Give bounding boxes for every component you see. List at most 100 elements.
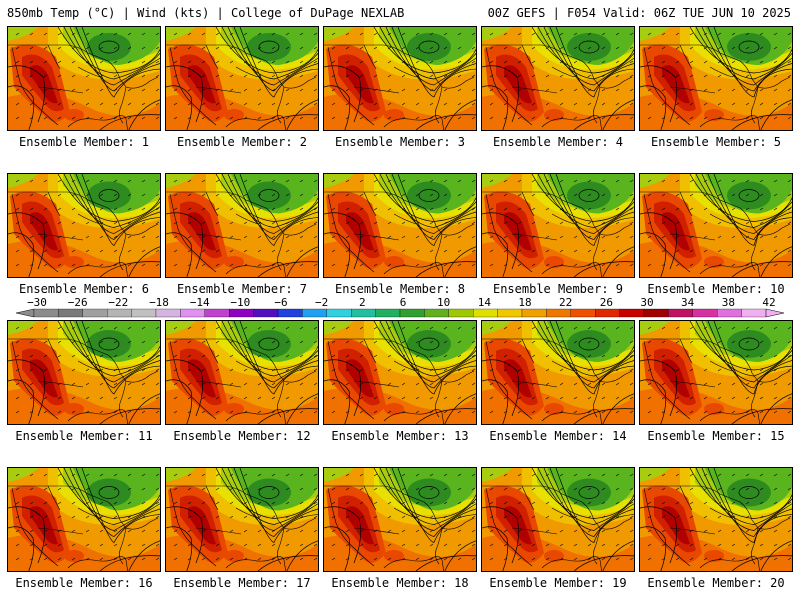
temperature-map — [8, 321, 160, 424]
colorbar-swatch — [692, 308, 718, 318]
temperature-map — [8, 174, 160, 277]
temperature-map — [166, 321, 318, 424]
ensemble-member-panel — [639, 467, 793, 572]
ensemble-member-panel — [481, 26, 635, 131]
ensemble-member-label: Ensemble Member: 16 — [15, 576, 153, 590]
colorbar-swatch — [668, 308, 693, 318]
colorbar-tick-label: −30 — [27, 296, 47, 309]
colorbar-tick-label: 26 — [600, 296, 613, 309]
ensemble-member-panel — [639, 320, 793, 425]
colorbar-tick-label: −6 — [274, 296, 287, 309]
ensemble-member-panel — [7, 320, 161, 425]
chart-title: 850mb Temp (°C) | Wind (kts) | College o… — [7, 6, 405, 20]
colorbar-swatch — [58, 308, 83, 318]
ensemble-member-panel — [323, 467, 477, 572]
ensemble-member-label: Ensemble Member: 3 — [334, 135, 466, 149]
colorbar-tick-label: 14 — [478, 296, 492, 309]
colorbar-swatch — [595, 308, 620, 318]
colorbar-swatch — [131, 308, 157, 318]
ensemble-member-label: Ensemble Member: 8 — [334, 282, 466, 296]
ensemble-member-panel — [165, 26, 319, 131]
temperature-map — [324, 27, 476, 130]
colorbar-swatch — [180, 308, 205, 318]
colorbar-swatch — [473, 308, 498, 318]
colorbar-tick-label: 10 — [437, 296, 450, 309]
ensemble-member-label: Ensemble Member: 6 — [18, 282, 150, 296]
colorbar-swatch — [619, 308, 645, 318]
colorbar-swatch — [277, 308, 303, 318]
colorbar-tick-label: 34 — [681, 296, 695, 309]
colorbar-swatch — [399, 308, 425, 318]
temperature-map — [324, 468, 476, 571]
ensemble-member-label: Ensemble Member: 9 — [492, 282, 624, 296]
colorbar-swatch — [497, 308, 523, 318]
ensemble-member-panel — [165, 467, 319, 572]
colorbar-tick-label: −14 — [190, 296, 210, 309]
ensemble-member-panel — [481, 173, 635, 278]
ensemble-member-panel — [323, 320, 477, 425]
ensemble-member-label: Ensemble Member: 7 — [176, 282, 308, 296]
temperature-map — [482, 321, 634, 424]
ensemble-member-panel — [7, 467, 161, 572]
colorbar-swatch — [204, 308, 230, 318]
ensemble-member-label: Ensemble Member: 4 — [492, 135, 624, 149]
temperature-map — [166, 468, 318, 571]
ensemble-member-label: Ensemble Member: 10 — [647, 282, 785, 296]
ensemble-member-label: Ensemble Member: 19 — [489, 576, 627, 590]
colorbar-tick-label: 30 — [640, 296, 653, 309]
colorbar-tick-label: −10 — [230, 296, 250, 309]
temperature-map — [8, 468, 160, 571]
ensemble-member-label: Ensemble Member: 15 — [647, 429, 785, 443]
temperature-map — [640, 174, 792, 277]
colorbar-swatch — [155, 308, 181, 318]
ensemble-member-label: Ensemble Member: 17 — [173, 576, 311, 590]
ensemble-member-label: Ensemble Member: 1 — [18, 135, 150, 149]
ensemble-member-panel — [165, 320, 319, 425]
colorbar-swatch — [643, 308, 669, 318]
ensemble-member-label: Ensemble Member: 2 — [176, 135, 308, 149]
colorbar-tick-label: 18 — [518, 296, 531, 309]
ensemble-member-panel — [323, 173, 477, 278]
temperature-map — [640, 468, 792, 571]
temperature-map — [482, 174, 634, 277]
ensemble-member-panel — [165, 173, 319, 278]
temperature-map — [166, 27, 318, 130]
colorbar-tick-label: 2 — [359, 296, 366, 309]
ensemble-member-label: Ensemble Member: 12 — [173, 429, 311, 443]
colorbar-swatch — [448, 308, 474, 318]
colorbar-swatch — [424, 308, 449, 318]
temperature-map — [166, 174, 318, 277]
ensemble-member-panel — [481, 320, 635, 425]
ensemble-member-panel — [323, 26, 477, 131]
temperature-map — [640, 321, 792, 424]
colorbar-swatch — [375, 308, 401, 318]
ensemble-member-label: Ensemble Member: 14 — [489, 429, 627, 443]
ensemble-member-label: Ensemble Member: 13 — [331, 429, 469, 443]
colorbar-swatch — [521, 308, 547, 318]
colorbar-swatch — [546, 308, 571, 318]
ensemble-member-label: Ensemble Member: 20 — [647, 576, 785, 590]
colorbar-swatch — [33, 308, 59, 318]
colorbar-tick-label: 22 — [559, 296, 572, 309]
colorbar-tick-label: −18 — [149, 296, 169, 309]
colorbar-tick-label: 38 — [722, 296, 735, 309]
colorbar-swatch — [302, 308, 327, 318]
ensemble-member-panel — [481, 467, 635, 572]
ensemble-member-label: Ensemble Member: 5 — [650, 135, 782, 149]
colorbar-swatch — [741, 308, 767, 318]
colorbar-swatch — [717, 308, 742, 318]
run-valid-time: 00Z GEFS | F054 Valid: 06Z TUE JUN 10 20… — [487, 6, 791, 20]
temperature-map — [8, 27, 160, 130]
colorbar-swatch — [107, 308, 132, 318]
colorbar-swatch — [229, 308, 254, 318]
colorbar-swatch — [570, 308, 596, 318]
ensemble-member-label: Ensemble Member: 11 — [15, 429, 153, 443]
temperature-map — [482, 468, 634, 571]
colorbar-tick-label: −2 — [315, 296, 328, 309]
temperature-map — [324, 174, 476, 277]
colorbar-swatch — [82, 308, 108, 318]
colorbar-tick-label: 42 — [762, 296, 775, 309]
colorbar-swatch — [351, 308, 376, 318]
ensemble-member-panel — [639, 173, 793, 278]
colorbar-tick-label: 6 — [400, 296, 407, 309]
